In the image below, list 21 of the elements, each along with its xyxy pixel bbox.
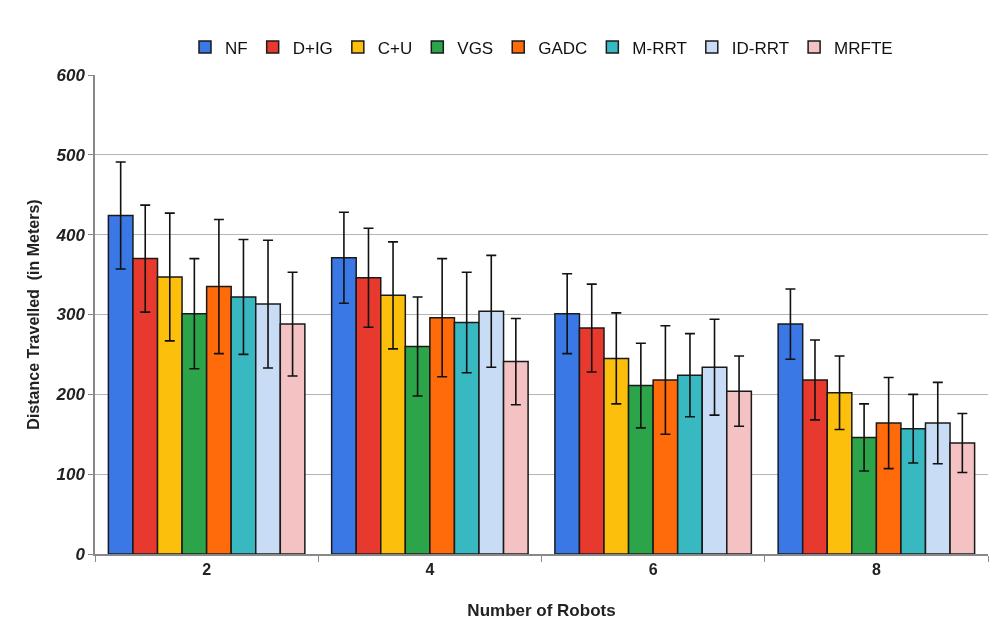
legend-label: M-RRT	[632, 38, 687, 58]
x-tick-label: 6	[648, 560, 658, 578]
y-tick-label: 100	[56, 465, 86, 485]
legend-label: NF	[225, 38, 248, 58]
x-tick-label: 4	[425, 560, 435, 578]
y-axis-title: Distance Travelled (in Meters)	[24, 199, 42, 430]
y-tick-label: 0	[75, 544, 86, 564]
x-axis-title: Number of Robots	[467, 600, 616, 620]
y-tick-label: 300	[56, 305, 86, 325]
y-tick-label: 500	[56, 145, 86, 165]
x-tick-label: 8	[871, 560, 881, 578]
legend-label: C+U	[377, 38, 413, 58]
legend-label: MRFTE	[834, 38, 893, 58]
legend-label: GADC	[538, 38, 588, 58]
y-tick-label: 200	[55, 385, 86, 405]
legend-label: D+IG	[292, 38, 333, 58]
y-tick-label: 600	[56, 65, 86, 85]
x-tick-label: 2	[202, 560, 212, 578]
y-tick-label: 400	[55, 225, 86, 245]
legend-label: VGS	[457, 38, 494, 58]
legend-label: ID-RRT	[731, 38, 790, 58]
